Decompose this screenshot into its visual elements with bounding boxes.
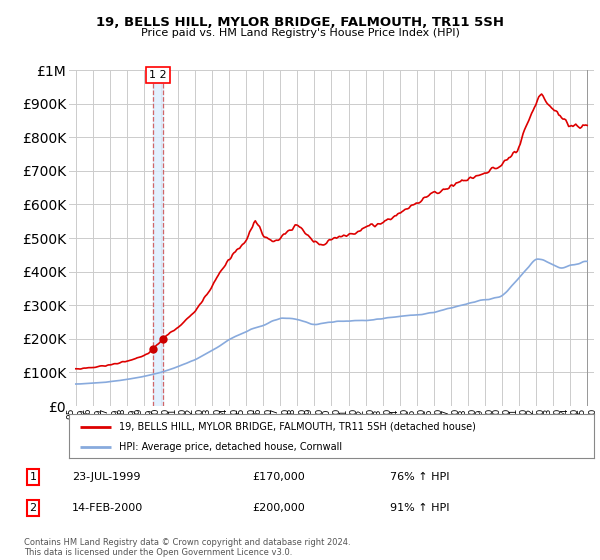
Text: £200,000: £200,000 xyxy=(252,503,305,513)
Text: 1: 1 xyxy=(29,472,37,482)
Text: 91% ↑ HPI: 91% ↑ HPI xyxy=(390,503,449,513)
Text: £170,000: £170,000 xyxy=(252,472,305,482)
Text: 1 2: 1 2 xyxy=(149,70,167,80)
Text: 2: 2 xyxy=(29,503,37,513)
Text: 23-JUL-1999: 23-JUL-1999 xyxy=(72,472,140,482)
Text: 19, BELLS HILL, MYLOR BRIDGE, FALMOUTH, TR11 5SH (detached house): 19, BELLS HILL, MYLOR BRIDGE, FALMOUTH, … xyxy=(119,422,476,432)
Text: 14-FEB-2000: 14-FEB-2000 xyxy=(72,503,143,513)
Text: 19, BELLS HILL, MYLOR BRIDGE, FALMOUTH, TR11 5SH: 19, BELLS HILL, MYLOR BRIDGE, FALMOUTH, … xyxy=(96,16,504,29)
Text: Price paid vs. HM Land Registry's House Price Index (HPI): Price paid vs. HM Land Registry's House … xyxy=(140,28,460,38)
Bar xyxy=(154,70,163,406)
Text: 76% ↑ HPI: 76% ↑ HPI xyxy=(390,472,449,482)
Text: Contains HM Land Registry data © Crown copyright and database right 2024.
This d: Contains HM Land Registry data © Crown c… xyxy=(24,538,350,557)
Text: HPI: Average price, detached house, Cornwall: HPI: Average price, detached house, Corn… xyxy=(119,442,342,452)
